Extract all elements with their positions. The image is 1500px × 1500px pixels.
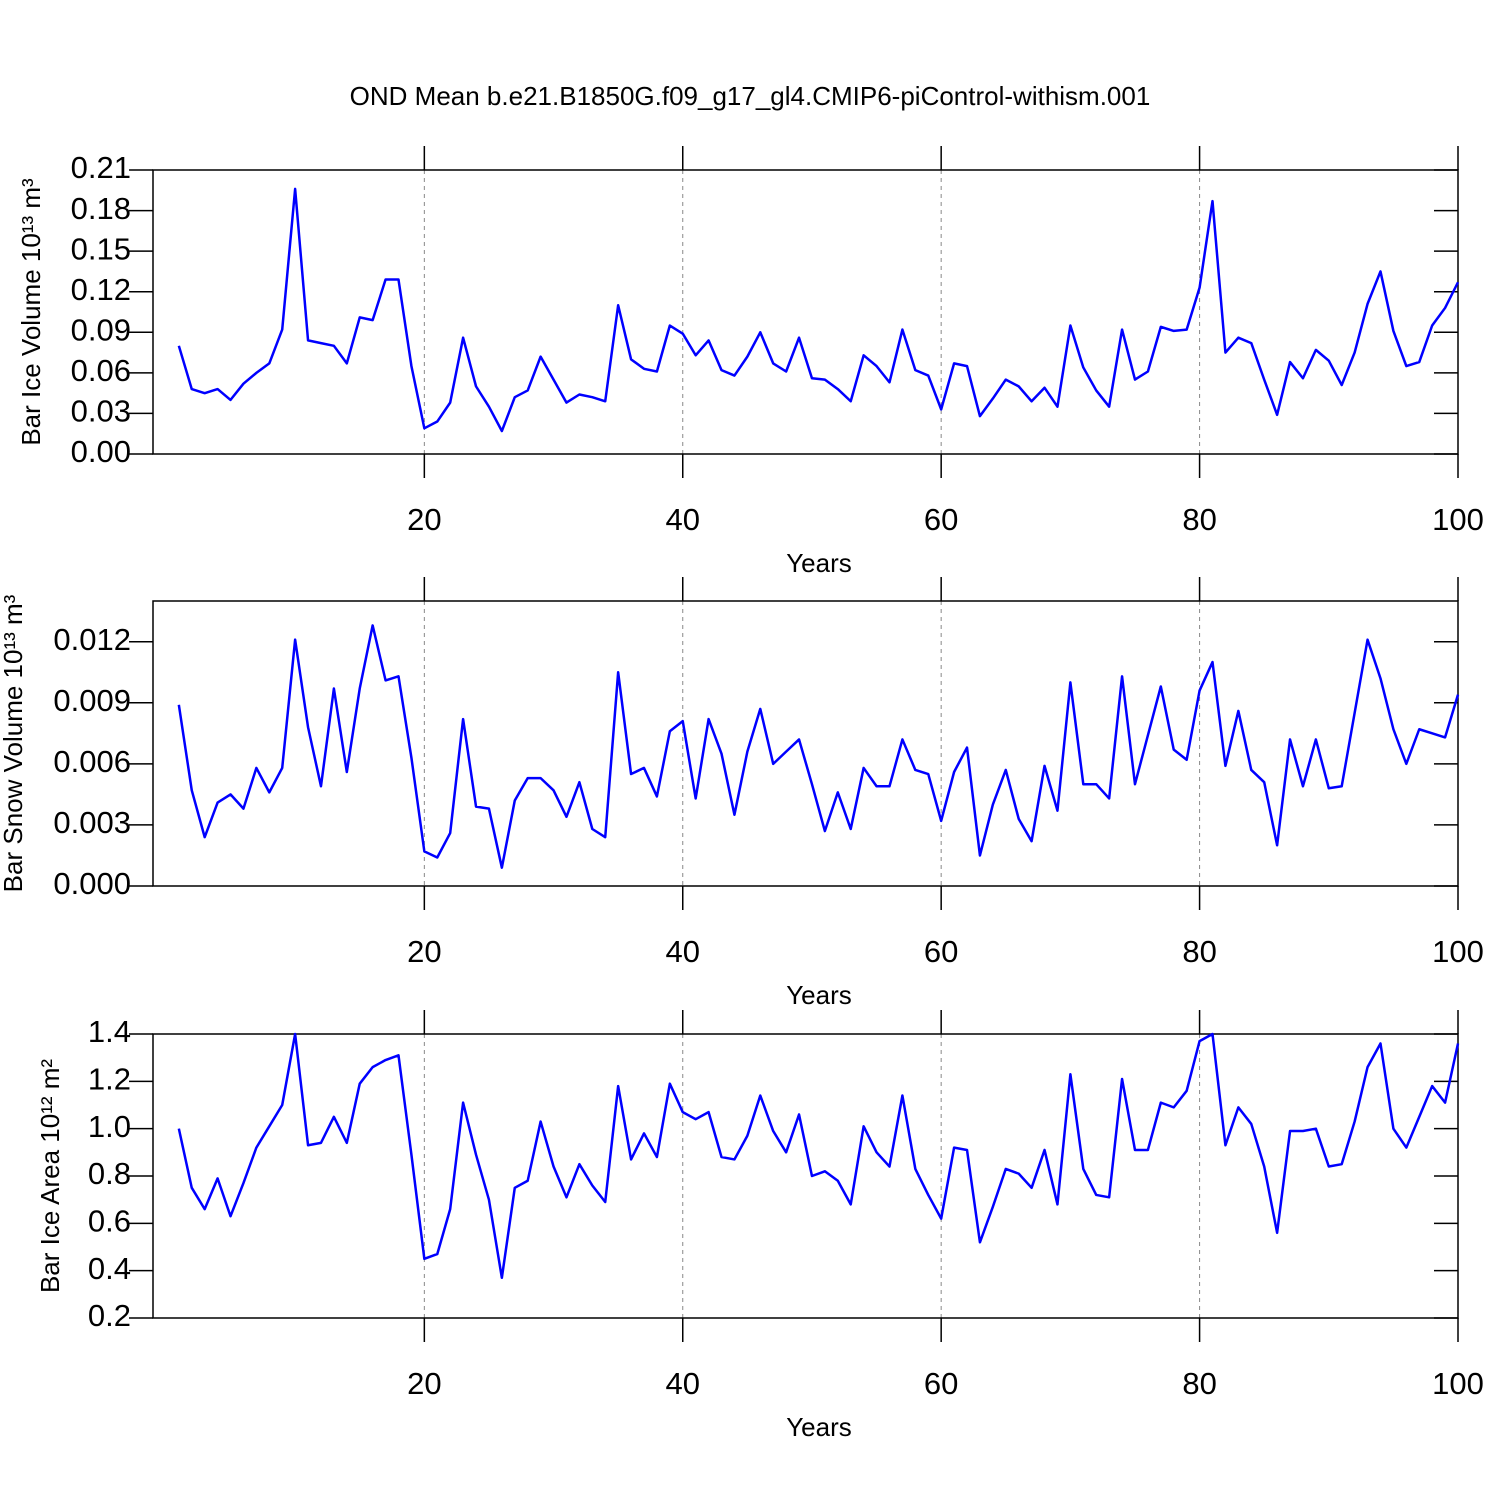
x-tick-label: 40	[666, 502, 700, 537]
x-tick-label: 60	[924, 502, 958, 537]
x-tick-label: 20	[407, 502, 441, 537]
y-tick-label: 1.2	[88, 1062, 131, 1097]
y-tick-label: 0.09	[71, 312, 131, 347]
data-line	[177, 187, 1460, 433]
figure-title: OND Mean b.e21.B1850G.f09_g17_gl4.CMIP6-…	[350, 81, 1151, 111]
x-tick-label: 20	[407, 934, 441, 969]
y-axis-title: Bar Ice Area 10¹² m²	[35, 1059, 65, 1293]
y-tick-label: 1.4	[88, 1014, 131, 1049]
x-tick-label: 100	[1432, 1366, 1484, 1401]
data-line	[177, 1032, 1460, 1280]
y-tick-label: 0.2	[88, 1298, 131, 1333]
y-tick-label: 0.003	[53, 805, 131, 840]
y-tick-label: 0.006	[53, 744, 131, 779]
y-tick-label: 0.15	[71, 231, 131, 266]
y-tick-label: 0.8	[88, 1156, 131, 1191]
x-tick-label: 40	[666, 934, 700, 969]
data-line	[177, 624, 1460, 869]
y-tick-label: 0.06	[71, 353, 131, 388]
plot-frame	[152, 169, 1459, 455]
y-tick-label: 0.009	[53, 683, 131, 718]
x-tick-label: 80	[1182, 502, 1216, 537]
y-axis-title: Bar Ice Volume 10¹³ m³	[16, 178, 46, 446]
y-tick-label: 0.21	[71, 150, 131, 185]
y-tick-label: 0.03	[71, 394, 131, 429]
plot-frame	[152, 600, 1459, 887]
x-tick-label: 20	[407, 1366, 441, 1401]
y-tick-label: 1.0	[88, 1109, 131, 1144]
x-axis-title: Years	[786, 980, 852, 1010]
x-tick-label: 100	[1432, 502, 1484, 537]
y-tick-label: 0.6	[88, 1204, 131, 1239]
y-tick-label: 0.12	[71, 272, 131, 307]
x-tick-label: 100	[1432, 934, 1484, 969]
y-tick-label: 0.4	[88, 1251, 131, 1286]
x-tick-label: 40	[666, 1366, 700, 1401]
y-tick-label: 0.012	[53, 622, 131, 657]
y-axis-title: Bar Snow Volume 10¹³ m³	[0, 594, 28, 892]
plot-frame	[152, 1033, 1459, 1319]
x-tick-label: 60	[924, 934, 958, 969]
x-tick-label: 80	[1182, 934, 1216, 969]
y-tick-label: 0.000	[53, 866, 131, 901]
x-tick-label: 60	[924, 1366, 958, 1401]
y-tick-label: 0.00	[71, 434, 131, 469]
y-tick-label: 0.18	[71, 191, 131, 226]
x-axis-title: Years	[786, 548, 852, 578]
x-tick-label: 80	[1182, 1366, 1216, 1401]
x-axis-title: Years	[786, 1412, 852, 1442]
